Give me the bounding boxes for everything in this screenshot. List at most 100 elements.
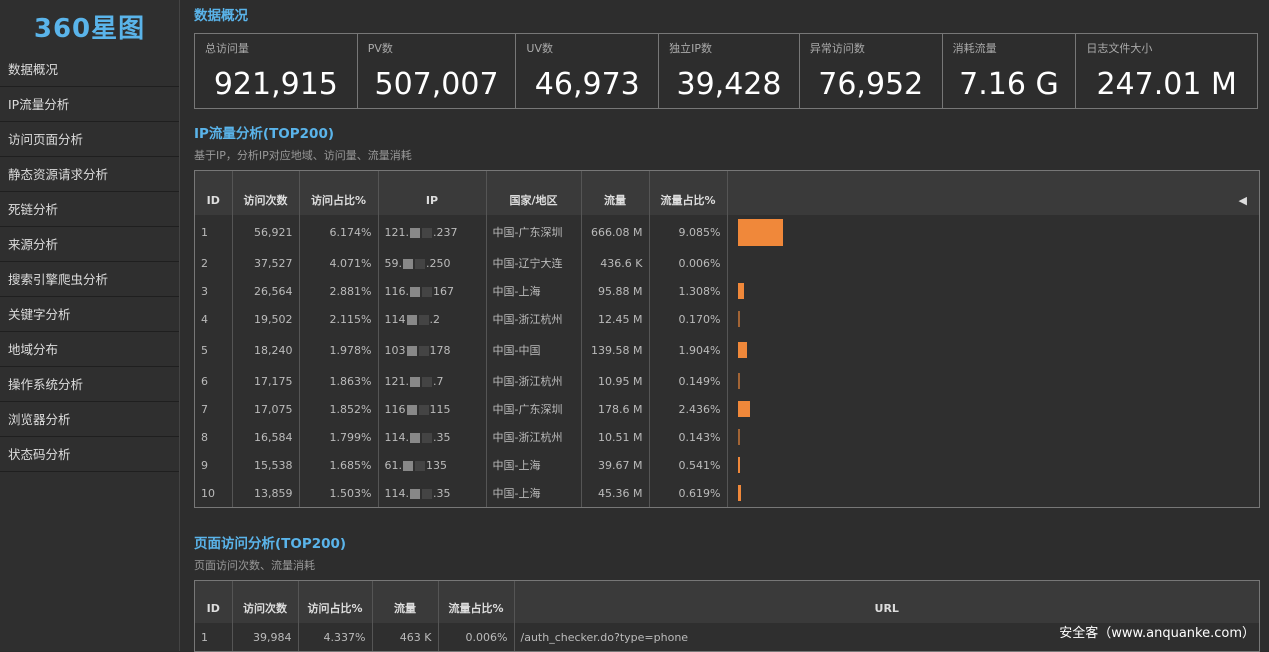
masked-block xyxy=(410,432,420,443)
table-row[interactable]: 4 19,502 2.115% 114.2 中国-浙江杭州 12.45 M 0.170% xyxy=(195,305,1259,333)
overview-title: 数据概况 xyxy=(194,8,248,24)
column-header[interactable]: 流量占比% xyxy=(649,171,728,215)
column-header[interactable]: ID xyxy=(195,581,233,623)
cell: 4.337% xyxy=(298,623,373,651)
table-row[interactable]: 2 37,527 4.071% 59. .250 中国-辽宁大连 436.6 K 0.006% xyxy=(195,249,1259,277)
traffic-pct-cell: 0.170% xyxy=(649,305,728,333)
ip-table: ID 访问次数 访问占比% IP 国家/地区 流量 流量占比% ◀ 1 56,921 6.174% 1… xyxy=(194,170,1260,508)
table-row[interactable]: 5 18,240 1.978% 103 178 中国-中国 139.58 M 1.904% xyxy=(195,333,1259,367)
cell: 26,564 xyxy=(232,277,300,305)
cell: 6 xyxy=(195,367,233,395)
table-row[interactable]: 7 17,075 1.852% 116 115 中国-广东深圳 178.6 M 2.436% xyxy=(195,395,1259,423)
masked-block xyxy=(418,345,429,356)
stat-value: 507,007 xyxy=(374,67,499,102)
sidebar-item[interactable]: 状态码分析 xyxy=(0,437,179,472)
masked-block xyxy=(410,488,420,499)
table-row[interactable]: 6 17,175 1.863% 121. .7 中国-浙江杭州 10.95 M 0.149% xyxy=(195,367,1259,395)
column-header[interactable]: 访问占比% xyxy=(298,581,373,623)
table-row[interactable]: 10 13,859 1.503% 114. .35 中国-上海 45.36 M 0.619% xyxy=(195,479,1259,507)
cell: 2.115% xyxy=(299,305,379,333)
column-header[interactable]: IP xyxy=(378,171,487,215)
ip-suffix: 135 xyxy=(426,458,447,472)
cell: 56,921 xyxy=(232,215,300,249)
region-cell: 中国-浙江杭州 xyxy=(486,367,582,395)
cell: 2 xyxy=(195,249,233,277)
stat-value: 39,428 xyxy=(676,67,782,102)
column-header[interactable]: URL xyxy=(514,581,1259,623)
traffic-cell: 139.58 M xyxy=(581,333,650,367)
sidebar-item[interactable]: 关键字分析 xyxy=(0,297,179,332)
column-header[interactable]: 流量占比% xyxy=(438,581,515,623)
ip-cell: 121. .7 xyxy=(378,367,487,395)
cell: 1 xyxy=(195,623,233,651)
column-header[interactable]: 访问次数 xyxy=(232,581,299,623)
column-header[interactable]: 访问占比% xyxy=(299,171,379,215)
sidebar-item[interactable]: 操作系统分析 xyxy=(0,367,179,402)
table-row[interactable]: 1 39,984 4.337% 463 K 0.006% /auth_checker.do… xyxy=(195,623,1259,651)
sidebar-item[interactable]: 浏览器分析 xyxy=(0,402,179,437)
traffic-pct-cell: 0.006% xyxy=(649,249,728,277)
stat-value: 921,915 xyxy=(213,67,338,102)
region-cell: 中国-上海 xyxy=(486,277,582,305)
column-header[interactable]: 国家/地区 xyxy=(486,171,582,215)
sidebar-item[interactable]: 死链分析 xyxy=(0,192,179,227)
masked-block xyxy=(422,376,432,387)
sidebar-item[interactable]: 来源分析 xyxy=(0,227,179,262)
sidebar-item[interactable]: 静态资源请求分析 xyxy=(0,157,179,192)
column-header[interactable]: ID xyxy=(195,171,233,215)
cell: 463 K xyxy=(372,623,439,651)
cell: 8 xyxy=(195,423,233,451)
stat-label: UV数 xyxy=(526,42,553,55)
cell: 13,859 xyxy=(232,479,300,507)
sidebar-item[interactable]: 地域分布 xyxy=(0,332,179,367)
stat-card: PV数 507,007 xyxy=(358,34,517,108)
traffic-bar xyxy=(737,283,745,299)
ip-prefix: 61. xyxy=(384,458,403,472)
stat-card: 日志文件大小 247.01 M xyxy=(1076,34,1257,108)
stat-label: 总访问量 xyxy=(205,42,249,55)
table-row[interactable]: 3 26,564 2.881% 116. 167 中国-上海 95.88 M 1.308% xyxy=(195,277,1259,305)
column-header[interactable]: 访问次数 xyxy=(232,171,300,215)
cell: 1.503% xyxy=(299,479,379,507)
ip-prefix: 116. xyxy=(384,284,410,298)
sidebar-item[interactable]: 数据概况 xyxy=(0,52,179,87)
ip-prefix: 121. xyxy=(384,374,410,388)
cell: 4 xyxy=(195,305,233,333)
bar-cell xyxy=(727,215,1259,249)
traffic-cell: 10.51 M xyxy=(581,423,650,451)
traffic-cell: 95.88 M xyxy=(581,277,650,305)
column-header[interactable]: ◀ xyxy=(727,171,1259,215)
overview-stats: 总访问量 921,915 PV数 507,007 UV数 46,973 独立IP数 39,42… xyxy=(194,33,1258,109)
cell: 4.071% xyxy=(299,249,379,277)
sidebar-item[interactable]: IP流量分析 xyxy=(0,87,179,122)
ip-section-subtitle: 基于IP，分析IP对应地域、访问量、流量消耗 xyxy=(194,149,412,162)
ip-cell: 116 115 xyxy=(378,395,487,423)
traffic-cell: 666.08 M xyxy=(581,215,650,249)
sidebar-item[interactable]: 搜索引擎爬虫分析 xyxy=(0,262,179,297)
traffic-cell: 45.36 M xyxy=(581,479,650,507)
traffic-cell: 178.6 M xyxy=(581,395,650,423)
ip-suffix: .250 xyxy=(426,256,451,270)
ip-cell: 116. 167 xyxy=(378,277,487,305)
table-row[interactable]: 1 56,921 6.174% 121. .237 中国-广东深圳 666.08 M 9.08… xyxy=(195,215,1259,249)
cell: 9 xyxy=(195,451,233,479)
bar-cell xyxy=(727,479,1259,507)
collapse-icon[interactable]: ◀ xyxy=(1238,194,1247,207)
ip-cell: 121. .237 xyxy=(378,215,487,249)
watermark: 安全客（www.anquanke.com） xyxy=(1059,626,1255,641)
ip-cell: 114. .35 xyxy=(378,423,487,451)
traffic-cell: 12.45 M xyxy=(581,305,650,333)
column-header[interactable]: 流量 xyxy=(581,171,650,215)
sidebar-item[interactable]: 访问页面分析 xyxy=(0,122,179,157)
traffic-pct-cell: 0.143% xyxy=(649,423,728,451)
stat-card: 总访问量 921,915 xyxy=(195,34,358,108)
table-row[interactable]: 8 16,584 1.799% 114. .35 中国-浙江杭州 10.51 M 0.143% xyxy=(195,423,1259,451)
traffic-pct-cell: 0.619% xyxy=(649,479,728,507)
column-header[interactable]: 流量 xyxy=(372,581,439,623)
ip-suffix: .2 xyxy=(429,312,441,326)
masked-block xyxy=(406,345,417,356)
cell: 1.978% xyxy=(299,333,379,367)
table-row[interactable]: 9 15,538 1.685% 61. 135 中国-上海 39.67 M 0.541% xyxy=(195,451,1259,479)
cell: 15,538 xyxy=(232,451,300,479)
masked-block xyxy=(415,460,425,471)
